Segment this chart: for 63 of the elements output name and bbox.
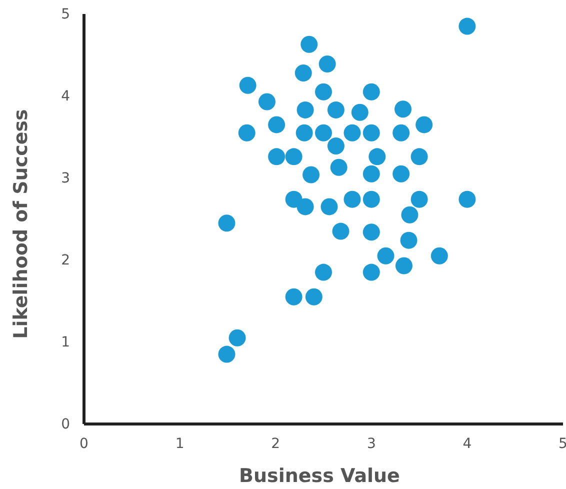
point: [362, 83, 380, 100]
point: [228, 329, 246, 346]
point: [296, 101, 314, 118]
point: [362, 224, 380, 241]
x-tick-label: 5: [558, 436, 566, 452]
point: [410, 190, 428, 208]
point: [362, 264, 380, 281]
y-tick-label: 1: [61, 334, 70, 350]
point: [218, 346, 236, 363]
point: [296, 198, 314, 216]
x-tick-label: 4: [462, 436, 472, 452]
x-tick-label: 1: [175, 436, 184, 452]
point: [392, 165, 410, 182]
point: [458, 190, 476, 208]
point: [296, 124, 313, 142]
point: [318, 56, 336, 73]
point: [285, 148, 302, 166]
x-tick-label: 3: [366, 436, 376, 452]
point: [430, 247, 448, 264]
point: [362, 165, 380, 182]
y-tick-label: 2: [61, 252, 70, 268]
point: [218, 214, 236, 232]
point: [332, 222, 350, 240]
point: [395, 257, 412, 274]
point: [344, 190, 361, 208]
point: [327, 101, 344, 118]
y-tick-label: 3: [61, 170, 70, 186]
point: [320, 198, 338, 216]
point: [327, 138, 344, 155]
point: [416, 116, 433, 134]
point: [362, 190, 380, 208]
point: [315, 124, 332, 142]
point: [401, 206, 418, 224]
point: [368, 148, 386, 166]
point: [300, 36, 318, 53]
point: [394, 100, 412, 118]
point: [351, 104, 368, 121]
x-tick-label: 2: [271, 436, 280, 452]
point: [400, 232, 418, 249]
point: [362, 124, 380, 142]
y-tick-label: 4: [61, 88, 70, 104]
point: [305, 288, 322, 306]
x-tick-label: 0: [80, 436, 88, 452]
point: [285, 288, 302, 306]
point: [294, 64, 312, 82]
point: [315, 264, 332, 281]
y-tick-label: 0: [61, 416, 70, 432]
point: [238, 124, 256, 142]
point: [330, 158, 348, 176]
point: [268, 116, 286, 134]
point: [410, 148, 428, 166]
point: [377, 247, 394, 264]
point: [392, 124, 410, 142]
point: [268, 148, 286, 166]
point: [458, 18, 476, 35]
x-axis-title: Business Value: [239, 465, 400, 487]
point: [302, 166, 320, 184]
point: [315, 83, 332, 100]
y-axis-title: Likelihood of Success: [10, 109, 32, 339]
y-tick-label: 5: [61, 6, 70, 22]
point: [344, 124, 361, 142]
point: [239, 76, 256, 94]
point: [258, 93, 276, 110]
